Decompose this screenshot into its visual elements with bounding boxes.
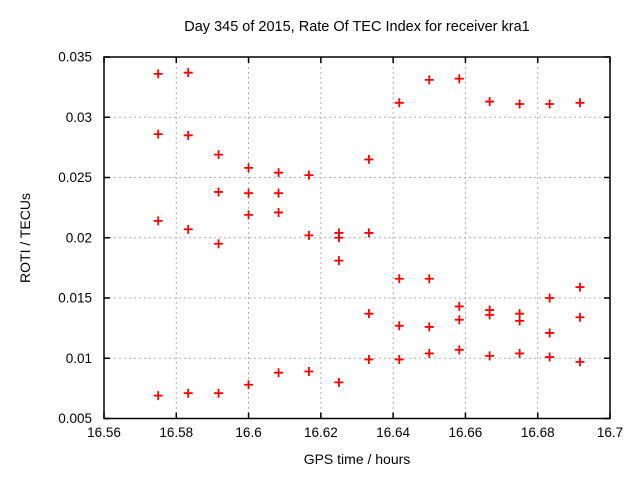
data-point-marker <box>545 352 555 362</box>
x-tick-label: 16.6 <box>235 425 261 440</box>
data-point-marker <box>244 210 254 220</box>
data-point-marker <box>214 388 224 398</box>
data-point-marker <box>575 312 585 322</box>
data-point-marker <box>485 351 495 361</box>
y-tick-label: 0.01 <box>66 351 92 366</box>
data-point-marker <box>334 233 344 243</box>
y-tick-label: 0.015 <box>58 291 92 306</box>
data-point-marker <box>183 130 193 140</box>
data-point-marker <box>424 274 434 284</box>
data-point-marker <box>364 154 374 164</box>
data-point-marker <box>274 168 284 178</box>
y-tick-label: 0.025 <box>58 170 92 185</box>
data-point-marker <box>485 97 495 107</box>
data-point-marker <box>454 74 464 84</box>
data-point-marker <box>545 328 555 338</box>
data-point-marker <box>244 380 254 390</box>
y-tick-label: 0.005 <box>58 411 92 426</box>
data-point-marker <box>454 345 464 355</box>
data-point-marker <box>515 348 525 358</box>
data-point-marker <box>274 188 284 198</box>
y-tick-label: 0.03 <box>66 110 92 125</box>
data-point-marker <box>394 321 404 331</box>
axis-ticks <box>103 56 611 420</box>
data-point-marker <box>183 224 193 234</box>
data-point-marker <box>424 75 434 85</box>
data-point-marker <box>575 98 585 108</box>
x-tick-label: 16.56 <box>87 425 121 440</box>
data-point-marker <box>214 150 224 160</box>
data-point-marker <box>334 377 344 387</box>
data-point-marker <box>545 293 555 303</box>
data-point-marker <box>334 256 344 266</box>
x-tick-label: 16.68 <box>521 425 555 440</box>
data-point-marker <box>153 69 163 79</box>
y-axis-label: ROTI / TECUs <box>17 193 33 283</box>
x-tick-label: 16.58 <box>159 425 193 440</box>
y-tick-label: 0.02 <box>66 230 92 245</box>
data-point-marker <box>485 310 495 320</box>
data-point-marker <box>214 187 224 197</box>
data-point-marker <box>424 348 434 358</box>
x-tick-label: 16.7 <box>597 425 623 440</box>
data-point-marker <box>515 99 525 109</box>
data-point-marker <box>545 99 555 109</box>
data-point-marker <box>304 230 314 240</box>
data-point-marker <box>244 163 254 173</box>
data-point-marker <box>183 388 193 398</box>
data-point-marker <box>274 207 284 217</box>
data-point-marker <box>394 274 404 284</box>
data-point-marker <box>304 367 314 377</box>
data-point-marker <box>364 228 374 238</box>
x-tick-label: 16.62 <box>304 425 338 440</box>
x-tick-label: 16.66 <box>449 425 483 440</box>
data-point-marker <box>364 309 374 319</box>
x-tick-labels: 16.56 16.58 16.6 16.62 16.64 16.66 16.68 16.7 <box>87 425 623 440</box>
chart-title: Day 345 of 2015, Rate Of TEC Index for r… <box>184 19 530 35</box>
y-tick-labels: 0.005 0.01 0.015 0.02 0.025 0.03 0.035 <box>58 50 92 427</box>
x-tick-label: 16.64 <box>376 425 410 440</box>
x-axis-label: GPS time / hours <box>304 451 411 467</box>
data-point-marker <box>274 368 284 378</box>
data-point-marker <box>153 216 163 226</box>
data-point-marker <box>424 322 434 332</box>
data-point-marker <box>454 315 464 325</box>
data-point-marker <box>575 282 585 292</box>
data-point-marker <box>394 98 404 108</box>
data-point-marker <box>244 188 254 198</box>
data-point-marker <box>575 357 585 367</box>
y-tick-label: 0.035 <box>58 50 92 65</box>
data-points <box>153 68 585 401</box>
data-point-marker <box>153 391 163 401</box>
data-point-marker <box>183 68 193 78</box>
data-point-marker <box>454 301 464 311</box>
grid-lines <box>104 57 610 419</box>
data-point-marker <box>364 354 374 364</box>
data-point-marker <box>304 170 314 180</box>
data-point-marker <box>394 354 404 364</box>
data-point-marker <box>214 239 224 249</box>
data-point-marker <box>515 316 525 326</box>
data-point-marker <box>153 129 163 139</box>
